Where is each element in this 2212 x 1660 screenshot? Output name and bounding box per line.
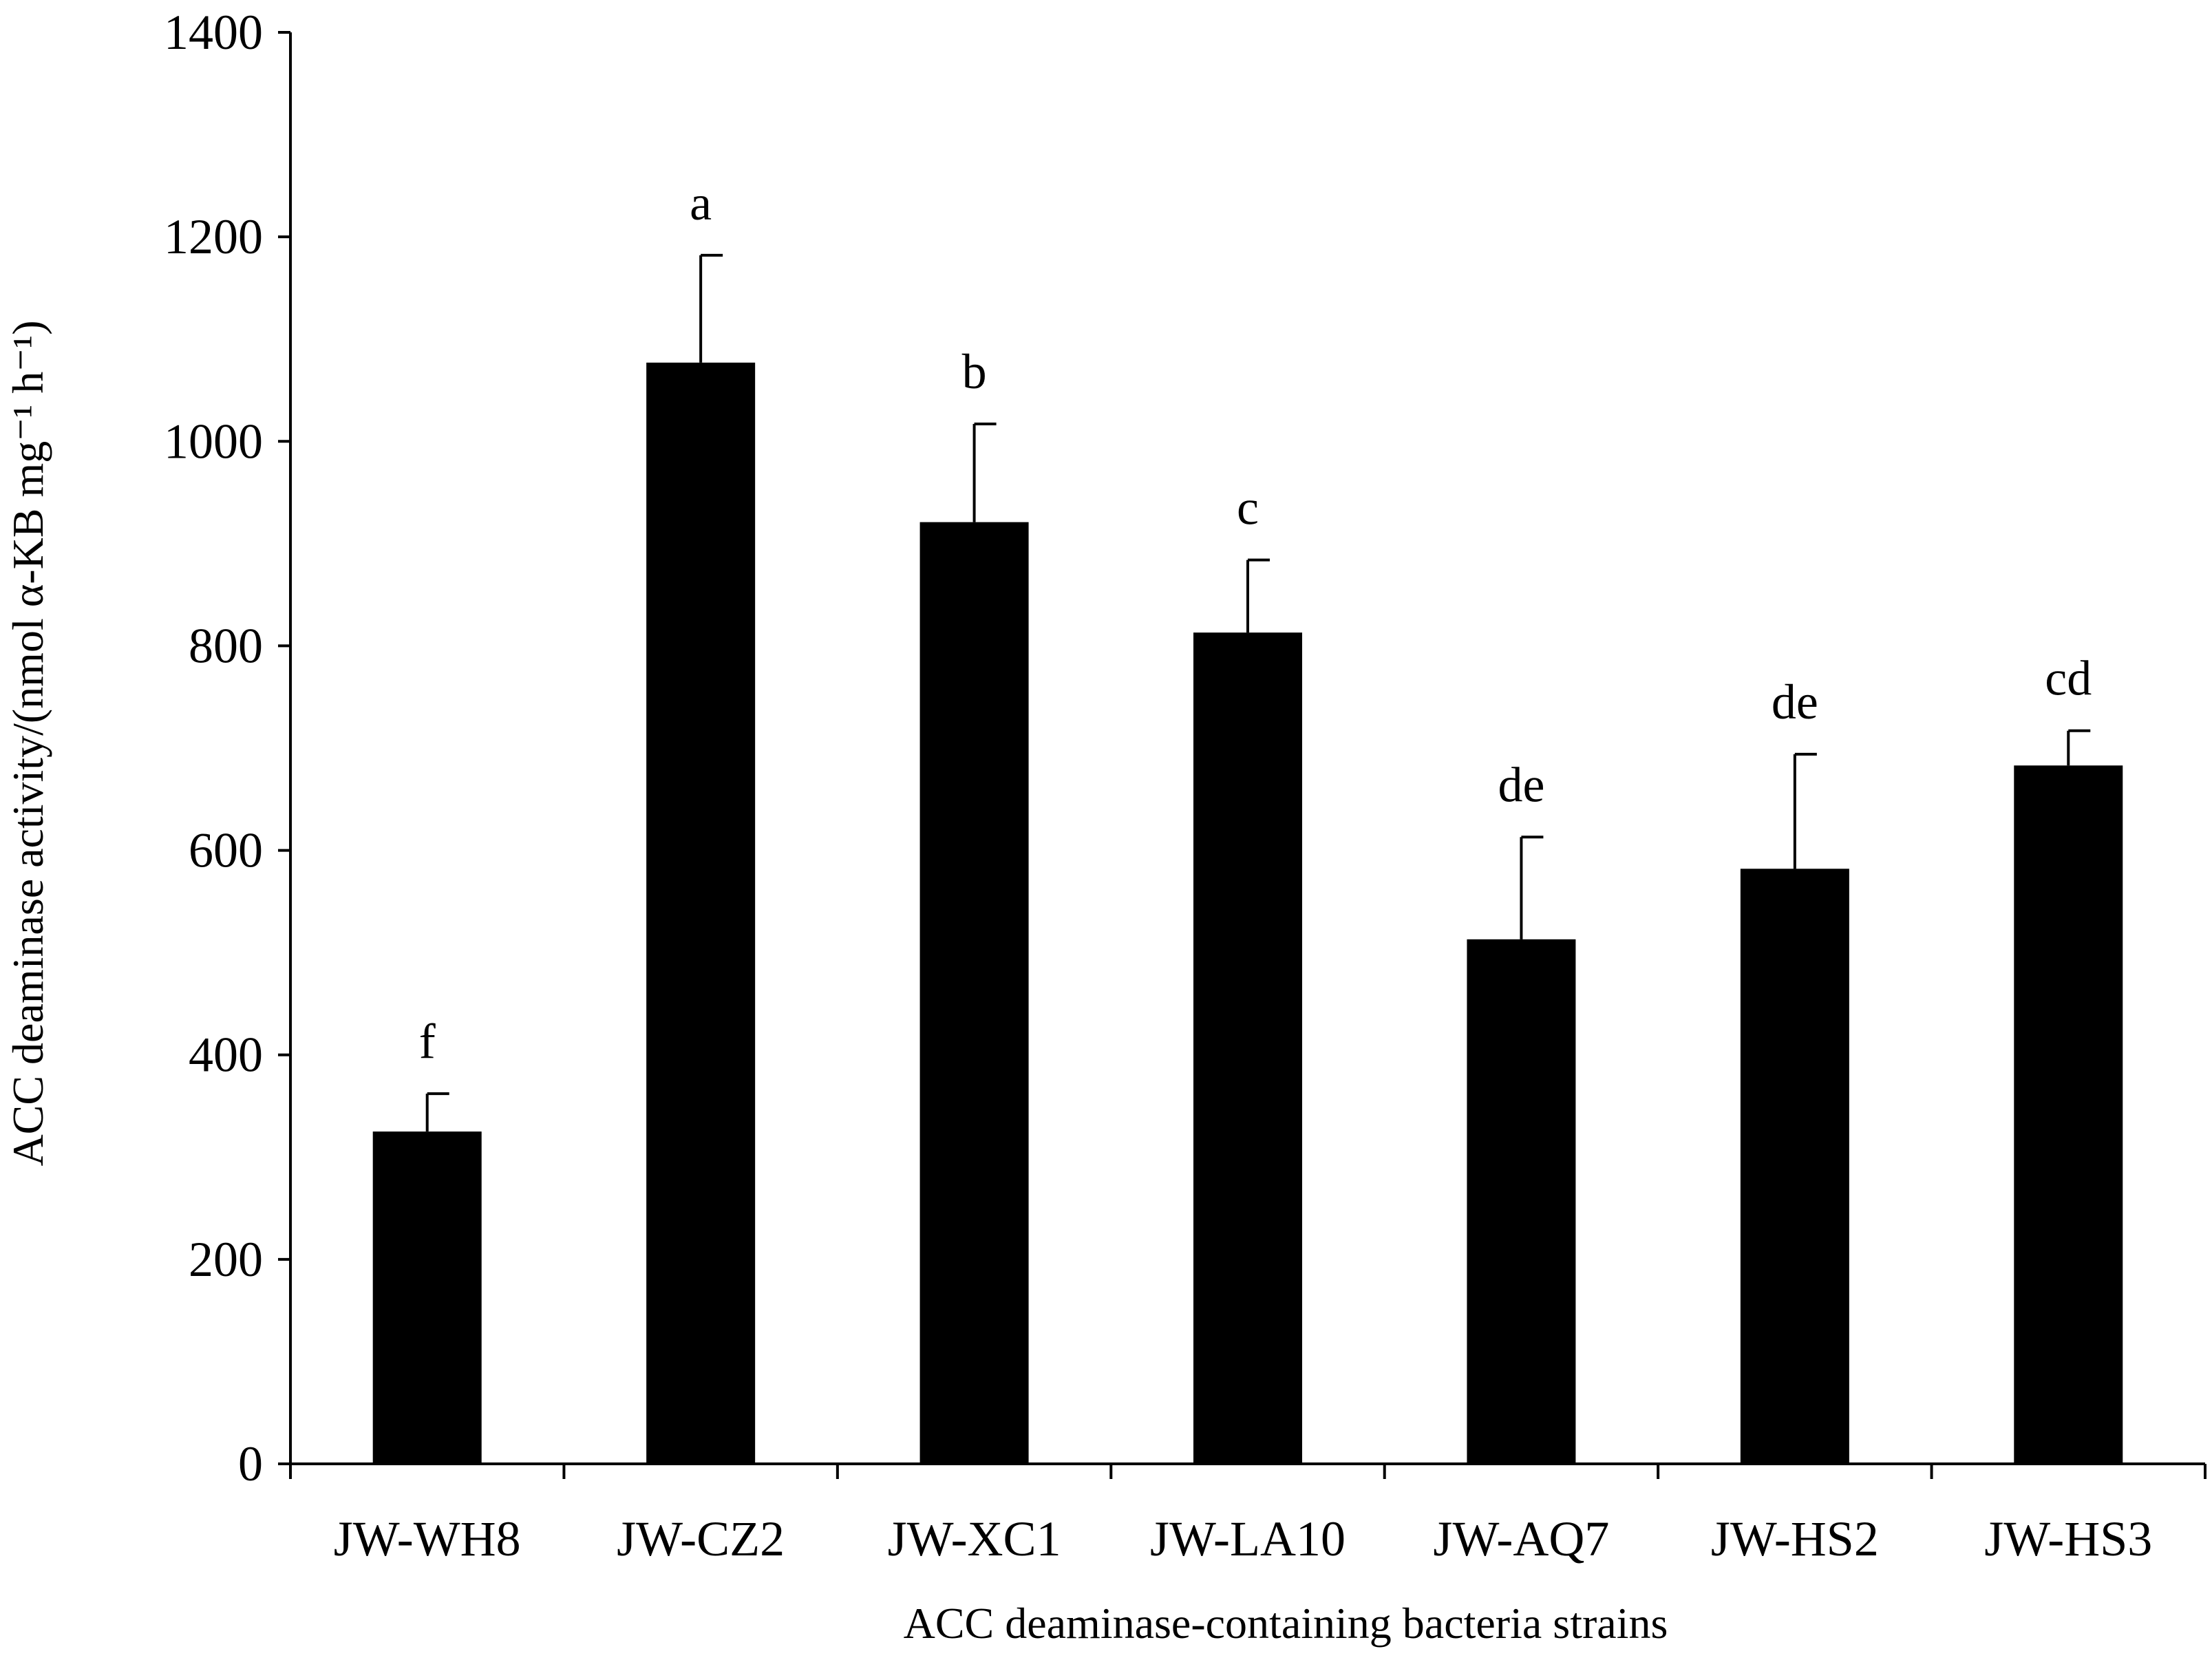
significance-letter: c [1237,480,1259,535]
x-axis-title: ACC deaminase-containing bacteria strain… [904,1599,1668,1648]
significance-letter: cd [2045,651,2092,706]
y-tick-label: 1000 [164,414,263,469]
bar-jw-wh8 [372,1131,482,1464]
y-tick-label: 600 [189,823,263,878]
significance-letter: b [962,344,987,399]
error-bars-layer [425,253,2091,1132]
x-tick-label: JW-XC1 [888,1511,1061,1566]
bar-jw-xc1 [919,522,1029,1464]
y-axis-title: ACC deaminase activity/(nmol α-KB mg⁻¹ h… [3,320,52,1166]
bar-jw-cz2 [646,362,756,1464]
significance-letter: f [419,1014,436,1069]
significance-letters-layer: f a b c de de cd [419,175,2092,1069]
bar-jw-aq7 [1467,939,1576,1464]
significance-letter: de [1772,674,1818,730]
x-tick-label: JW-HS2 [1711,1511,1879,1566]
y-tick-label: 800 [189,618,263,673]
bars-layer [372,362,2123,1464]
y-tick-label: 200 [189,1232,263,1287]
y-tick-labels-layer: 0 200 400 600 800 1000 1200 1400 [164,5,263,1491]
y-tick-label: 1200 [164,209,263,264]
bar-jw-hs3 [2014,765,2123,1464]
significance-letter: de [1498,757,1544,812]
x-tick-label: JW-WH8 [334,1511,521,1566]
y-tick-label: 400 [189,1028,263,1083]
x-tick-label: JW-AQ7 [1433,1511,1609,1566]
x-tick-label: JW-LA10 [1150,1511,1346,1566]
bar-jw-hs2 [1740,869,1849,1464]
x-tick-label: JW-CZ2 [617,1511,785,1566]
y-tick-label: 0 [238,1436,263,1491]
x-tick-label: JW-HS3 [1984,1511,2152,1566]
significance-letter: a [690,175,712,231]
bar-jw-la10 [1193,632,1302,1464]
x-tick-labels-layer: JW-WH8 JW-CZ2 JW-XC1 JW-LA10 JW-AQ7 JW-HS2 JW-… [334,1511,2153,1566]
axes-layer [278,31,2206,1479]
y-tick-label: 1400 [164,5,263,60]
